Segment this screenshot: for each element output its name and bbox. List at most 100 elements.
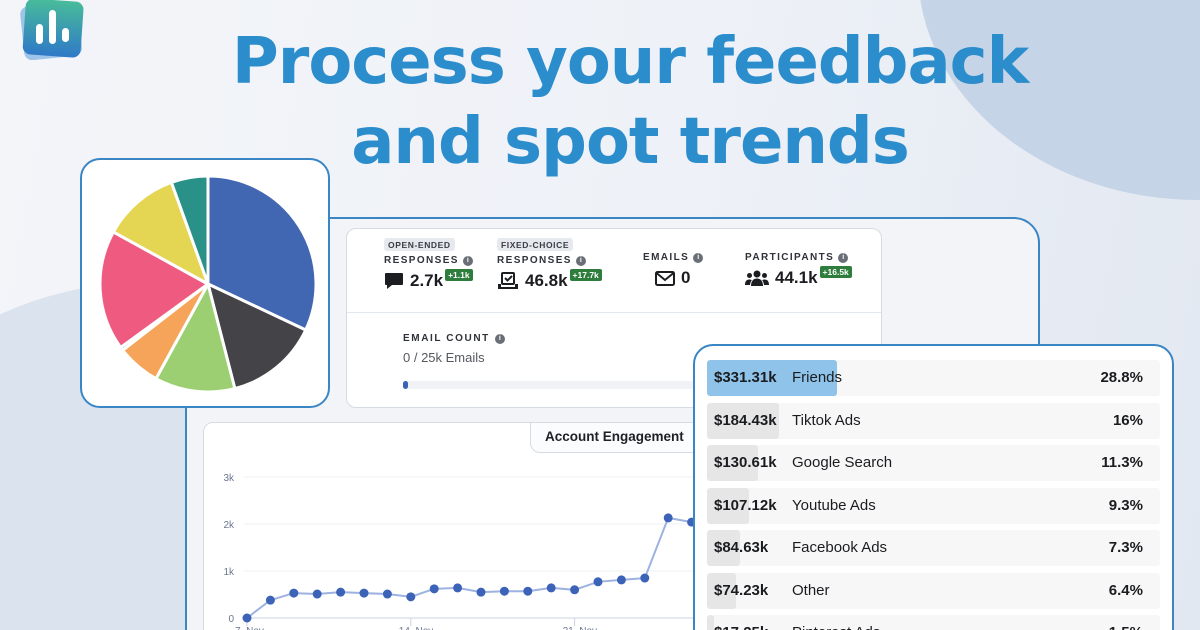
chart-data-point[interactable]	[359, 588, 369, 598]
stat-tag: OPEN-ENDED	[384, 238, 455, 251]
pie-chart-card	[80, 158, 330, 408]
leaderboard-bar	[707, 360, 837, 396]
pie-slice[interactable]	[111, 180, 210, 286]
chart-data-point[interactable]	[336, 587, 346, 597]
bar-chart-logo-icon	[20, 0, 84, 60]
stat-delta-badge: +1.1k	[445, 269, 473, 281]
engagement-line-chart: 0 1k 2k 3k 7. Nov 14. Nov 21. Nov	[223, 473, 712, 630]
chart-data-point[interactable]	[289, 588, 299, 598]
leaderboard-bar	[707, 572, 736, 609]
x-tick-label: 14. Nov	[399, 626, 433, 630]
x-tick-label: 7. Nov	[235, 626, 264, 630]
leaderboard-row[interactable]: $107.12k Youtube Ads 9.3%	[707, 487, 1160, 524]
info-icon[interactable]: i	[575, 255, 586, 266]
leaderboard-row[interactable]: $130.61k Google Search 11.3%	[707, 445, 1160, 481]
leaderboard-amount: $17.25k	[714, 624, 768, 630]
leaderboard-row[interactable]: $74.23k Other 6.4%	[707, 572, 1160, 609]
stat-value: 46.8k	[525, 271, 568, 290]
chart-data-point[interactable]	[429, 584, 439, 594]
stat-label: RESPONSES	[497, 255, 572, 266]
stat-tag: FIXED-CHOICE	[497, 238, 574, 251]
ballot-check-icon	[498, 272, 518, 289]
leaderboard-source-name: Other	[792, 581, 830, 599]
stat-label: PARTICIPANTS	[745, 252, 835, 263]
info-icon[interactable]: i	[462, 255, 473, 266]
pie-slice[interactable]	[206, 282, 308, 391]
chart-data-point[interactable]	[616, 575, 626, 585]
stats-row: OPEN-ENDED RESPONSES i 2.7k +1.1k FIXED-C…	[347, 229, 881, 313]
leaderboard-percent: 28.8%	[1100, 369, 1143, 386]
stat-participants: PARTICIPANTS i 44.1k +16.5k	[745, 250, 852, 288]
envelope-icon	[655, 270, 675, 286]
leaderboard-row[interactable]: $184.43k Tiktok Ads 16%	[707, 402, 1160, 439]
leaderboard-bar	[707, 530, 740, 566]
chart-data-point[interactable]	[663, 513, 673, 523]
chart-y-axis: 0 1k 2k 3k	[223, 473, 235, 625]
chart-data-point[interactable]	[523, 586, 533, 596]
pie-slice[interactable]	[169, 174, 210, 286]
email-progress-fill	[403, 381, 408, 389]
chart-data-point[interactable]	[382, 589, 392, 599]
chart-x-axis: 7. Nov 14. Nov 21. Nov	[235, 618, 597, 630]
leaderboard-row[interactable]: $331.31k Friends 28.8%	[707, 360, 1160, 396]
chart-data-point[interactable]	[640, 573, 650, 583]
info-icon[interactable]: i	[838, 252, 849, 263]
leaderboard-amount: $130.61k	[714, 454, 777, 471]
pie-slice[interactable]	[154, 282, 237, 394]
leaderboard-bar	[707, 615, 714, 630]
leaderboard-row[interactable]: $17.25k Pinterest Ads 1.5%	[707, 615, 1160, 630]
engagement-chart-card: 0 1k 2k 3k 7. Nov 14. Nov 21. Nov Account Eng…	[203, 422, 713, 630]
email-count-label: EMAIL COUNT	[403, 333, 490, 344]
leaderboard-source-name: Tiktok Ads	[792, 411, 861, 429]
stat-value: 44.1k	[775, 268, 818, 287]
leaderboard-percent: 9.3%	[1108, 496, 1143, 514]
leaderboard-bar	[707, 445, 758, 481]
chart-data-point[interactable]	[593, 577, 603, 587]
y-tick-label: 3k	[223, 473, 235, 484]
y-tick-label: 2k	[223, 520, 235, 531]
leaderboard-percent: 11.3%	[1101, 454, 1143, 471]
tab-account-engagement[interactable]: Account Engagement	[530, 423, 700, 453]
info-icon[interactable]: i	[693, 252, 704, 263]
leaderboard-amount: $84.63k	[714, 539, 769, 556]
info-icon[interactable]: i	[494, 333, 505, 344]
chart-data-point[interactable]	[406, 592, 416, 602]
stat-fixed-choice-responses: FIXED-CHOICE RESPONSES i 46.8k +17.7k	[497, 235, 602, 291]
chart-data-point[interactable]	[476, 587, 486, 597]
leaderboard-percent: 16%	[1112, 411, 1143, 429]
chart-data-point[interactable]	[453, 583, 463, 593]
y-tick-label: 1k	[223, 567, 235, 578]
email-count-block: EMAIL COUNT i 0 / 25k Emails	[403, 333, 883, 389]
leaderboard-source-name: Friends	[792, 369, 843, 386]
headline-line-1: Process your feedback	[231, 25, 1029, 99]
chart-gridlines	[244, 476, 712, 619]
stat-label: EMAILS	[643, 252, 690, 263]
leaderboard-bar	[707, 487, 749, 524]
leaderboard-row[interactable]: $84.63k Facebook Ads 7.3%	[707, 530, 1160, 566]
chart-data-point[interactable]	[265, 595, 275, 605]
leaderboard-amount: $107.12k	[714, 496, 777, 514]
chart-points	[242, 513, 697, 623]
attribution-leaderboard: $331.31k Friends 28.8% $184.43k Tiktok Ads 16…	[693, 344, 1174, 630]
chart-data-point[interactable]	[312, 589, 322, 599]
leaderboard-amount: $184.43k	[714, 411, 777, 429]
pie-slice[interactable]	[206, 174, 318, 332]
leaderboard-amount: $331.31k	[714, 369, 777, 386]
stat-delta-badge: +17.7k	[569, 269, 602, 281]
stat-delta-badge: +16.5k	[819, 266, 852, 278]
leaderboard-source-name: Pinterest Ads	[792, 624, 880, 630]
chart-data-point[interactable]	[499, 586, 509, 596]
leaderboard-source-name: Youtube Ads	[792, 496, 876, 514]
stat-label: RESPONSES	[384, 255, 459, 266]
chart-data-point[interactable]	[242, 613, 252, 623]
chart-data-point[interactable]	[570, 585, 580, 595]
y-tick-label: 0	[228, 614, 234, 625]
users-icon	[745, 270, 769, 286]
chart-data-point[interactable]	[546, 583, 556, 593]
stat-value: 0	[681, 268, 691, 287]
pie-slice[interactable]	[98, 230, 210, 349]
chart-line	[246, 516, 692, 619]
speech-bubble-icon	[385, 273, 403, 289]
leaderboard-bar	[707, 402, 780, 439]
stat-value: 2.7k	[410, 271, 444, 290]
